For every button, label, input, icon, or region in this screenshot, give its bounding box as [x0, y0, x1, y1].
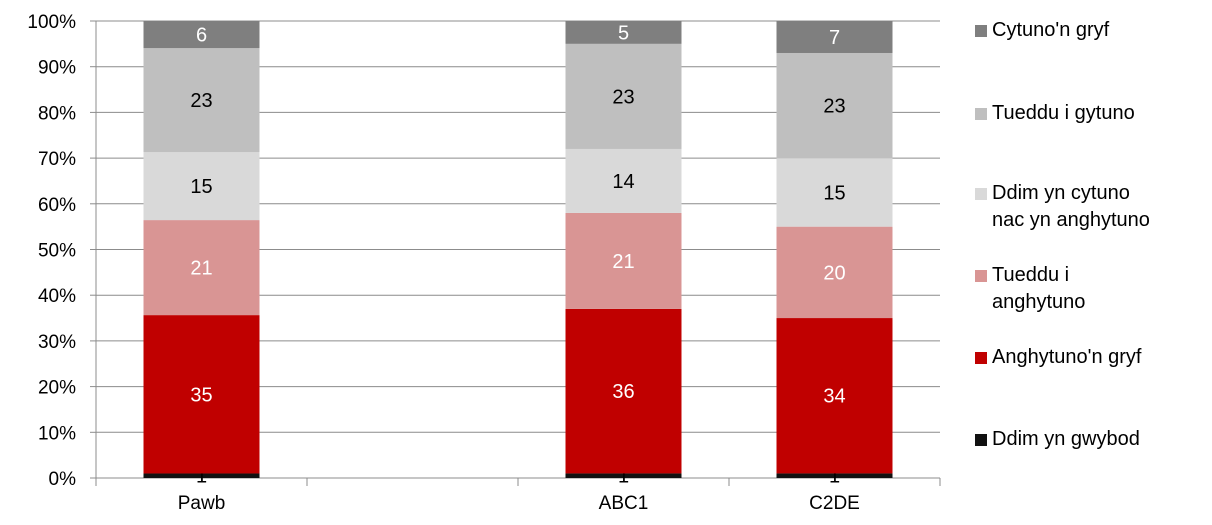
data-label: 1	[829, 466, 840, 488]
data-label: 35	[190, 384, 212, 406]
bar-segment-ddim-yn-gwybod	[776, 473, 893, 478]
legend-label: Cytuno'n gryf	[992, 19, 1110, 41]
legend-swatch	[975, 352, 987, 364]
data-label: 34	[823, 386, 845, 408]
x-tick-label: Pawb	[178, 493, 226, 514]
legend-label: Anghytuno'n gryf	[992, 346, 1142, 368]
legend-label: Ddim yn gwybod	[992, 428, 1140, 450]
y-tick-label: 80%	[38, 103, 76, 124]
legend-item-ddim-yn-gwybod: Ddim yn gwybod	[975, 426, 1140, 453]
legend-item-tueddu-i-gytuno: Tueddu i gytuno	[975, 100, 1135, 127]
data-label: 23	[190, 90, 212, 112]
y-tick-label: 90%	[38, 58, 76, 79]
bar-segment-ddim-yn-gwybod	[143, 473, 260, 478]
bar-segment-cytuno-n-gryf	[143, 21, 260, 49]
data-label: 14	[612, 171, 634, 193]
bar-segment-tueddu-i-anghytuno	[776, 226, 893, 319]
data-label: 23	[823, 96, 845, 118]
data-label: 20	[823, 262, 845, 284]
legend-swatch	[975, 188, 987, 200]
legend-label: Ddim yn cytuno nac yn anghytuno	[992, 182, 1150, 231]
data-label: 36	[612, 381, 634, 403]
y-tick-label: 100%	[27, 12, 76, 33]
data-label: 5	[618, 22, 629, 44]
bar-segment-cytuno-n-gryf	[565, 21, 682, 44]
legend-item-ddim-yn-cytuno: Ddim yn cytuno nac yn anghytuno	[975, 180, 1150, 234]
data-label: 15	[190, 176, 212, 198]
stacked-bar-chart: 0% 10% 20% 30% 40% 50% 60% 70% 80% 90% 100% Pawb 1 35…	[27, 12, 941, 514]
bar-segment-tueddu-i-anghytuno	[143, 220, 260, 316]
y-tick-label: 70%	[38, 149, 76, 170]
chart-legend: Cytuno'n gryf Tueddu i gytuno Ddim yn cy…	[975, 0, 1212, 525]
bar-segment-anghytuno-n-gryf	[565, 308, 682, 474]
data-label: 1	[618, 466, 629, 488]
bar-segment-anghytuno-n-gryf	[143, 315, 260, 474]
x-tick-label: ABC1	[599, 493, 649, 514]
legend-label: Tueddu i gytuno	[992, 102, 1135, 124]
y-tick-label: 0%	[49, 469, 77, 490]
bar-segment-anghytuno-n-gryf	[776, 318, 893, 474]
bar-segment-cytuno-n-gryf	[776, 21, 893, 53]
bar-segment-tueddu-i-gytuno	[776, 52, 893, 159]
bar-segment-tueddu-i-anghytuno	[565, 212, 682, 309]
x-tick-label: C2DE	[809, 493, 860, 514]
y-tick-label: 60%	[38, 195, 76, 216]
legend-label: Tueddu i anghytuno	[992, 264, 1086, 313]
bar-segment-ddim-yn-cytuno-nac-yn-anghytuno	[143, 152, 260, 221]
y-tick-label: 50%	[38, 241, 76, 262]
legend-swatch	[975, 434, 987, 446]
y-tick-label: 40%	[38, 286, 76, 307]
data-label: 21	[612, 251, 634, 273]
legend-swatch	[975, 25, 987, 37]
bar-segment-ddim-yn-cytuno-nac-yn-anghytuno	[776, 158, 893, 227]
y-tick-label: 10%	[38, 423, 76, 444]
data-label: 21	[190, 258, 212, 280]
legend-swatch	[975, 108, 987, 120]
bar-segment-ddim-yn-gwybod	[565, 473, 682, 478]
data-label: 6	[196, 25, 207, 47]
legend-swatch	[975, 270, 987, 282]
data-label: 23	[612, 86, 634, 108]
data-label: 7	[829, 27, 840, 49]
legend-item-tueddu-i-anghytuno: Tueddu i anghytuno	[975, 262, 1085, 316]
legend-item-cytuno-n-gryf: Cytuno'n gryf	[975, 17, 1109, 44]
bar-segment-tueddu-i-gytuno	[143, 48, 260, 153]
data-label: 15	[823, 182, 845, 204]
y-tick-label: 30%	[38, 332, 76, 353]
y-tick-label: 20%	[38, 378, 76, 399]
bar-segment-tueddu-i-gytuno	[565, 43, 682, 149]
data-label: 1	[196, 466, 207, 488]
bar-segment-ddim-yn-cytuno-nac-yn-anghytuno	[565, 148, 682, 213]
legend-item-anghytuno-n-gryf: Anghytuno'n gryf	[975, 344, 1141, 371]
